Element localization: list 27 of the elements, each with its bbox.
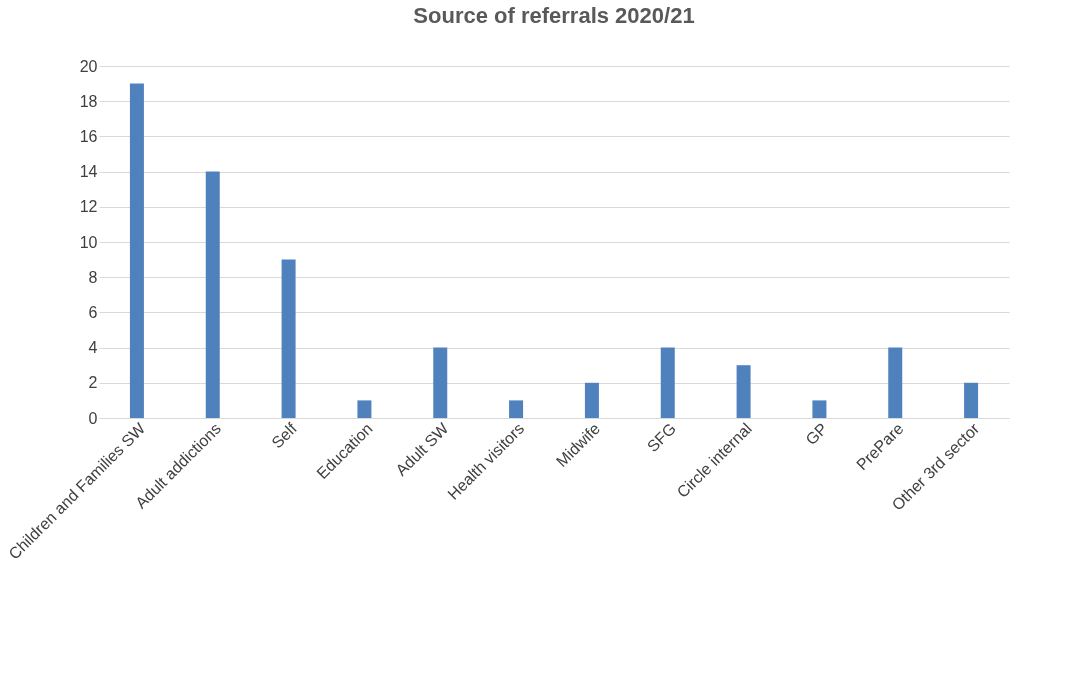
bar [812,400,827,418]
y-tick-label: 12 [79,198,98,216]
bar [509,400,524,418]
bar [281,259,296,418]
bar [433,347,448,418]
y-tick-label: 6 [88,303,98,321]
bar [888,347,903,418]
y-tick-label: 14 [79,163,98,181]
bar [357,400,372,418]
y-tick-label: 10 [79,233,98,251]
x-tick-label: Self [268,419,301,452]
bar [660,347,675,418]
y-tick-label: 4 [88,339,98,357]
x-tick-label: GP [802,419,831,449]
chart-title: Source of referrals 2020/21 [413,3,695,28]
bar [584,382,599,418]
bar [736,365,751,418]
y-tick-label: 2 [88,374,98,392]
y-tick-label: 18 [79,92,98,110]
bar [964,382,979,418]
bar [129,83,144,418]
y-tick-label: 20 [79,57,98,75]
y-tick-label: 0 [88,409,98,427]
x-tick-label: SFG [643,419,680,456]
bar [205,171,220,418]
y-tick-label: 8 [88,268,98,286]
y-tick-label: 16 [79,127,98,145]
